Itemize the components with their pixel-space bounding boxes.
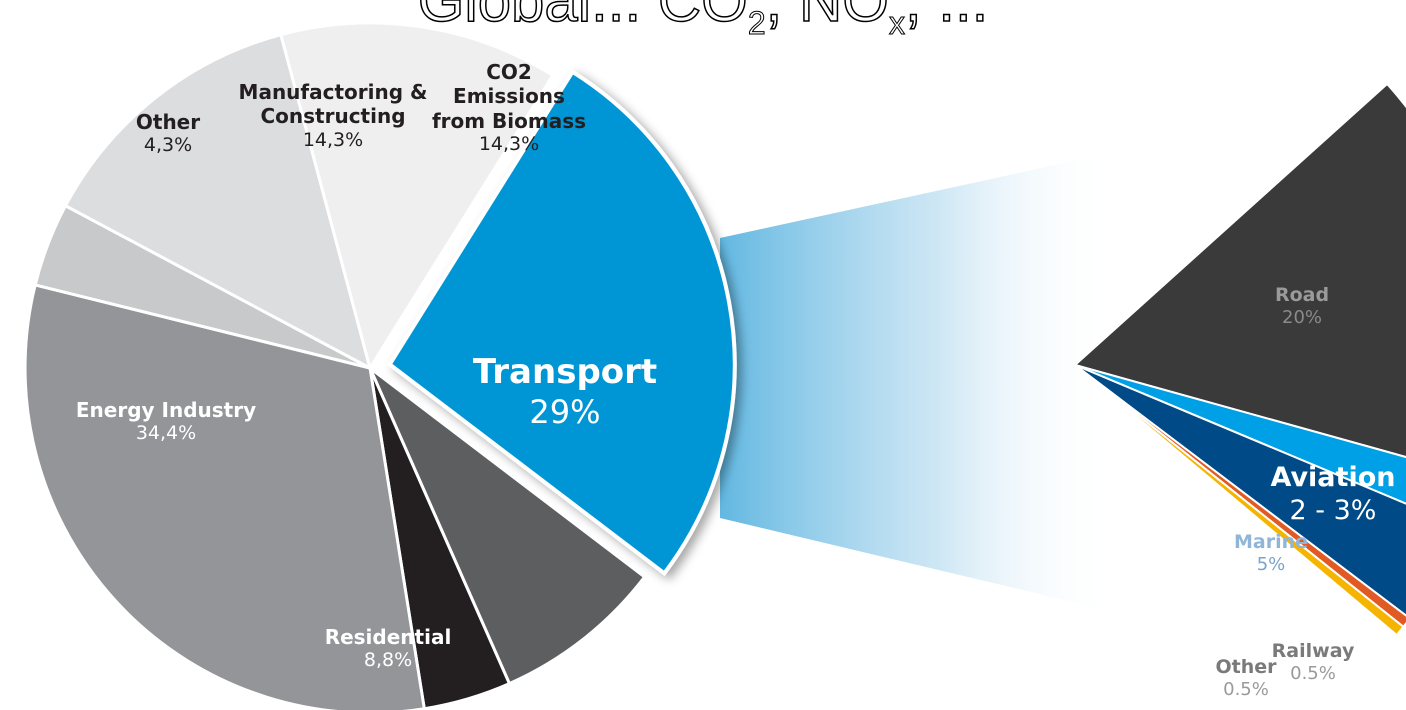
slice-value: 14,3% (478, 133, 540, 156)
label-residential-0-1: Residential 8,8% (325, 625, 452, 673)
slice-value: 5% (1256, 554, 1286, 576)
label-other-0-4: Other 4,3% (136, 110, 200, 158)
slice-other-4 (1074, 364, 1405, 637)
slice-value: 29% (529, 393, 601, 432)
slice-value: 34,4% (135, 422, 197, 445)
slice-value: 20% (1281, 307, 1323, 329)
slice-name: Marine (1233, 531, 1309, 553)
slice-name: Transport (472, 352, 658, 392)
connector-beam (720, 152, 1115, 612)
label-energy-industry-0-3: Energy Industry 34,4% (76, 398, 256, 446)
label-road-1-0: Road 20% (1275, 284, 1329, 329)
title-ellipsis: , ... (904, 0, 989, 35)
title-sub-2: 2 (747, 5, 766, 42)
slice-value: 4,3% (143, 134, 193, 157)
slice-residential (368, 366, 647, 686)
label-co2-emissions-from-biomass-0-6: CO2 Emissions from Biomass 14,3% (432, 60, 586, 156)
main-pie (23, 21, 737, 710)
slice-name: Aviation (1270, 462, 1396, 493)
slice-co2-emissions-from-biomass (279, 21, 555, 372)
slice-name: Other (135, 110, 201, 134)
slice-name: Manufactoring & Constructing (238, 80, 428, 129)
slice-name: Railway (1271, 640, 1355, 662)
slice-value: 0.5% (1290, 663, 1336, 685)
slice-value: 2 - 3% (1289, 494, 1377, 526)
slice-energy-industry (23, 283, 427, 710)
slice-road-0 (1072, 82, 1406, 459)
label-marine-1-2: Marine 5% (1234, 531, 1308, 576)
title-no: , NO (765, 0, 890, 35)
slice-name: Energy Industry (75, 398, 257, 422)
slice-name: Other (1215, 656, 1277, 678)
slice-value: 8,8% (363, 649, 413, 672)
slice-value: 14,3% (302, 128, 364, 151)
transport-breakdown-pie (1072, 82, 1406, 637)
title-text: Global... (417, 0, 642, 35)
slice-value: 0.5% (1223, 679, 1269, 701)
slice-name: CO2 Emissions from Biomass (431, 60, 587, 133)
slice-name: Residential (324, 625, 452, 649)
label-manufactoring-constructing-0-5: Manufactoring & Constructing 14,3% (239, 80, 428, 152)
label-railway-1-3: Railway 0.5% (1272, 640, 1355, 685)
slice-name: Road (1274, 284, 1330, 306)
slice-manufactoring-constructing (63, 32, 373, 371)
label-aviation-1-1: Aviation 2 - 3% (1271, 462, 1396, 528)
slice-transport (387, 69, 737, 577)
title-co: CO (657, 0, 749, 35)
chart-title: Global... CO2, NOx, ... (0, 0, 1406, 42)
label-transport-0-0: Transport 29% (473, 352, 657, 433)
title-sub-x: x (888, 5, 905, 42)
label-other-1-4: Other 0.5% (1215, 656, 1276, 701)
